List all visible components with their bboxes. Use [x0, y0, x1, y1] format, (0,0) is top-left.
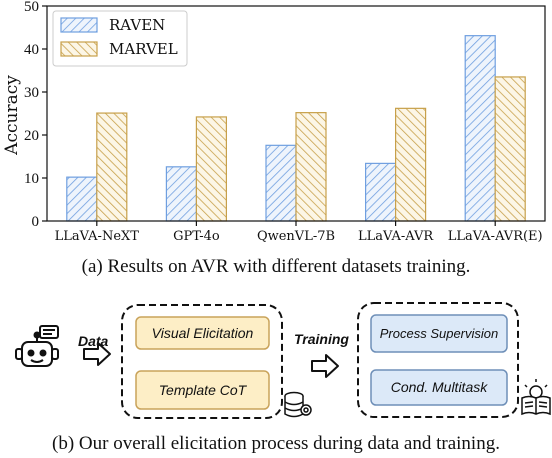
visual-elicitation-label: Visual Elicitation: [152, 325, 254, 341]
template-cot-box: [135, 370, 270, 410]
bar-raven-0: [66, 176, 98, 222]
legend-swatch-marvel: [60, 41, 98, 57]
cond-multitask-box: [370, 369, 508, 406]
bar-raven-4: [464, 35, 496, 222]
legend: RAVEN MARVEL: [52, 10, 188, 67]
bar-raven-2: [265, 144, 297, 222]
visual-elicitation-box: [135, 316, 270, 350]
cond-multitask-label: Cond. Multitask: [391, 379, 488, 395]
x-tick-label-2: QwenVL-7B: [257, 229, 335, 244]
y-axis-label: Accuracy: [2, 75, 22, 156]
caption-a: (a) Results on AVR with different datase…: [81, 256, 471, 277]
database-gear-icon: [284, 391, 312, 418]
bar-raven-1: [165, 166, 197, 222]
x-tick-label-1: GPT-4o: [173, 229, 220, 244]
y-tick-label-2: 20: [24, 128, 39, 144]
book-lightbulb-icon: [521, 379, 551, 416]
x-tick-label-3: LLaVA-AVR: [358, 229, 434, 244]
training-group: [357, 302, 519, 418]
bar-marvel-3: [395, 107, 427, 222]
arrow-right-icon: [311, 354, 339, 378]
legend-swatch-raven: [60, 17, 98, 33]
bar-marvel-2: [295, 112, 327, 222]
x-tick-label-4: LLaVA-AVR(E): [448, 229, 543, 244]
y-tick-label-3: 30: [24, 85, 39, 101]
elicitation-diagram: Data Visual Elicitation Template CoT Tra…: [15, 302, 551, 419]
training-label: Training: [294, 331, 349, 347]
y-tick-label-5: 50: [24, 0, 39, 15]
bar-marvel-0: [96, 112, 128, 222]
process-supervision-label: Process Supervision: [380, 326, 499, 341]
y-tick-label-0: 0: [32, 214, 40, 230]
bar-chart: 0 10 20 30 40 50 LLaVA-NeXT GPT-4o QwenVL-7B LLaV…: [2, 0, 546, 244]
data-group: [121, 304, 283, 419]
y-tick-label-4: 40: [24, 42, 39, 58]
process-supervision-box: [370, 314, 508, 353]
data-label: Data: [78, 333, 109, 349]
legend-label-raven: RAVEN: [109, 16, 165, 34]
robot-icon: [15, 325, 59, 367]
bar-marvel-1: [195, 116, 227, 222]
bar-marvel-4: [494, 76, 526, 222]
template-cot-label: Template CoT: [159, 382, 248, 398]
bar-raven-3: [365, 162, 397, 222]
arrow-right-icon: [83, 342, 111, 366]
x-tick-label-0: LLaVA-NeXT: [55, 229, 140, 244]
y-tick-label-1: 10: [24, 171, 39, 187]
caption-b: (b) Our overall elicitation process duri…: [52, 433, 500, 454]
legend-label-marvel: MARVEL: [109, 40, 178, 58]
